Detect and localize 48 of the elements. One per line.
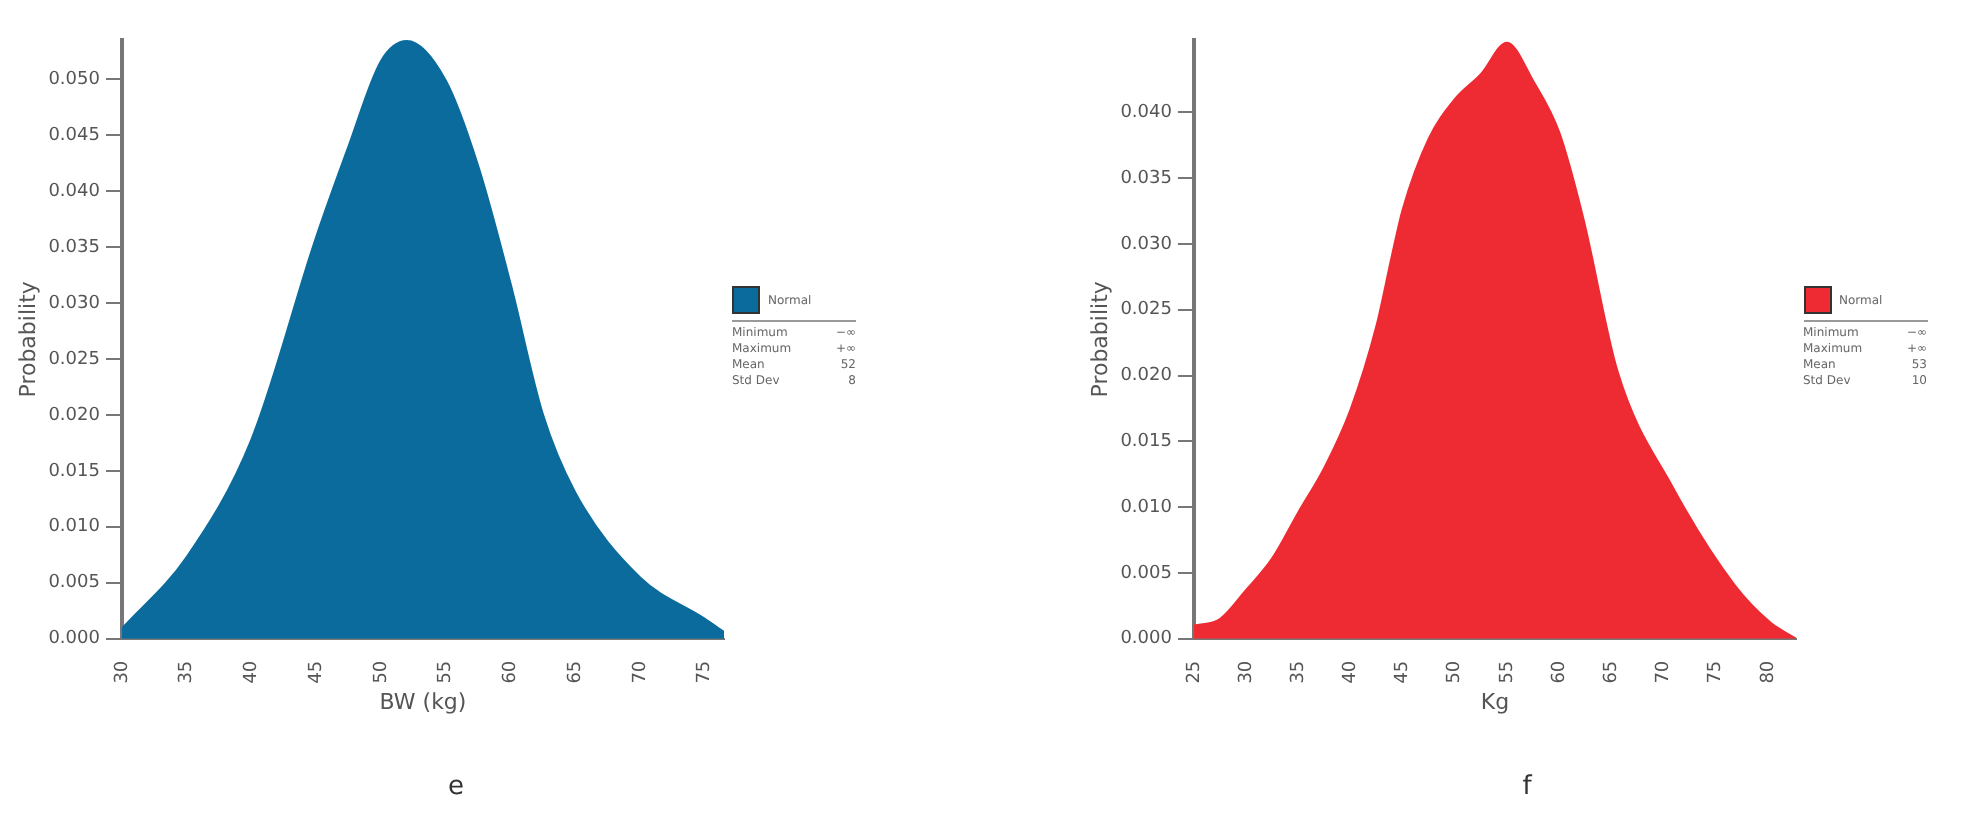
text: e [446,772,466,802]
y-tick-label: 0.010 [1119,497,1172,518]
y-tick-label: 0.040 [48,181,101,202]
x-axis-title: Kg [1479,688,1509,715]
y-tick-label: 0.030 [1119,234,1172,255]
y-tick-label: 0.000 [48,629,101,650]
y-tick-label: 0.040 [1119,103,1172,124]
x-tick-label: 75 [1705,660,1726,684]
x-tick-label: 70 [630,660,651,684]
y-tick-label: 0.025 [48,349,100,370]
y-tick-label: 0.035 [48,237,100,258]
y-tick-label: 0.035 [1119,168,1171,189]
x-tick-label: 50 [371,660,392,684]
y-tick-label: 0.015 [1119,432,1171,453]
y-tick-label: 0.015 [48,461,100,482]
x-tick-label: 40 [1340,660,1361,684]
x-tick-label: 65 [565,660,586,684]
x-tick-label: 35 [1287,660,1308,684]
y-tick-label: 0.005 [48,573,100,594]
y-axis-title: Probability [1085,280,1112,398]
x-tick-label: 35 [177,660,198,684]
y-tick-label: 0.025 [1119,300,1171,321]
x-tick-label: 55 [436,660,457,684]
x-tick-label: 70 [1653,660,1674,684]
x-tick-label: 55 [1496,660,1517,684]
x-tick-label: 80 [1757,660,1778,684]
y-tick-label: 0.045 [48,125,100,146]
x-tick-label: 30 [1235,660,1256,684]
y-tick-label: 0.020 [1119,366,1172,387]
x-tick-label: 75 [695,660,716,684]
x-tick-label: 25 [1183,660,1204,684]
x-tick-label: 65 [1601,660,1621,684]
y-tick-label: 0.050 [48,69,101,90]
y-tick-label: 0.010 [48,517,101,538]
y-tick-label: 0.000 [1119,629,1172,650]
x-tick-label: 40 [242,660,263,684]
y-tick-label: 0.005 [1119,563,1171,584]
text: f [1520,772,1535,802]
x-tick-label: 45 [1392,660,1413,684]
y-tick-label: 0.030 [48,293,101,314]
x-tick-label: 60 [501,660,522,684]
x-tick-label: 30 [112,660,133,684]
x-tick-label: 60 [1548,660,1569,684]
y-tick-label: 0.020 [48,405,101,426]
x-tick-label: 45 [306,660,327,684]
x-axis-title: BW (kg) [379,688,467,715]
y-axis-title: Probability [14,280,41,398]
x-tick-label: 50 [1444,660,1465,684]
